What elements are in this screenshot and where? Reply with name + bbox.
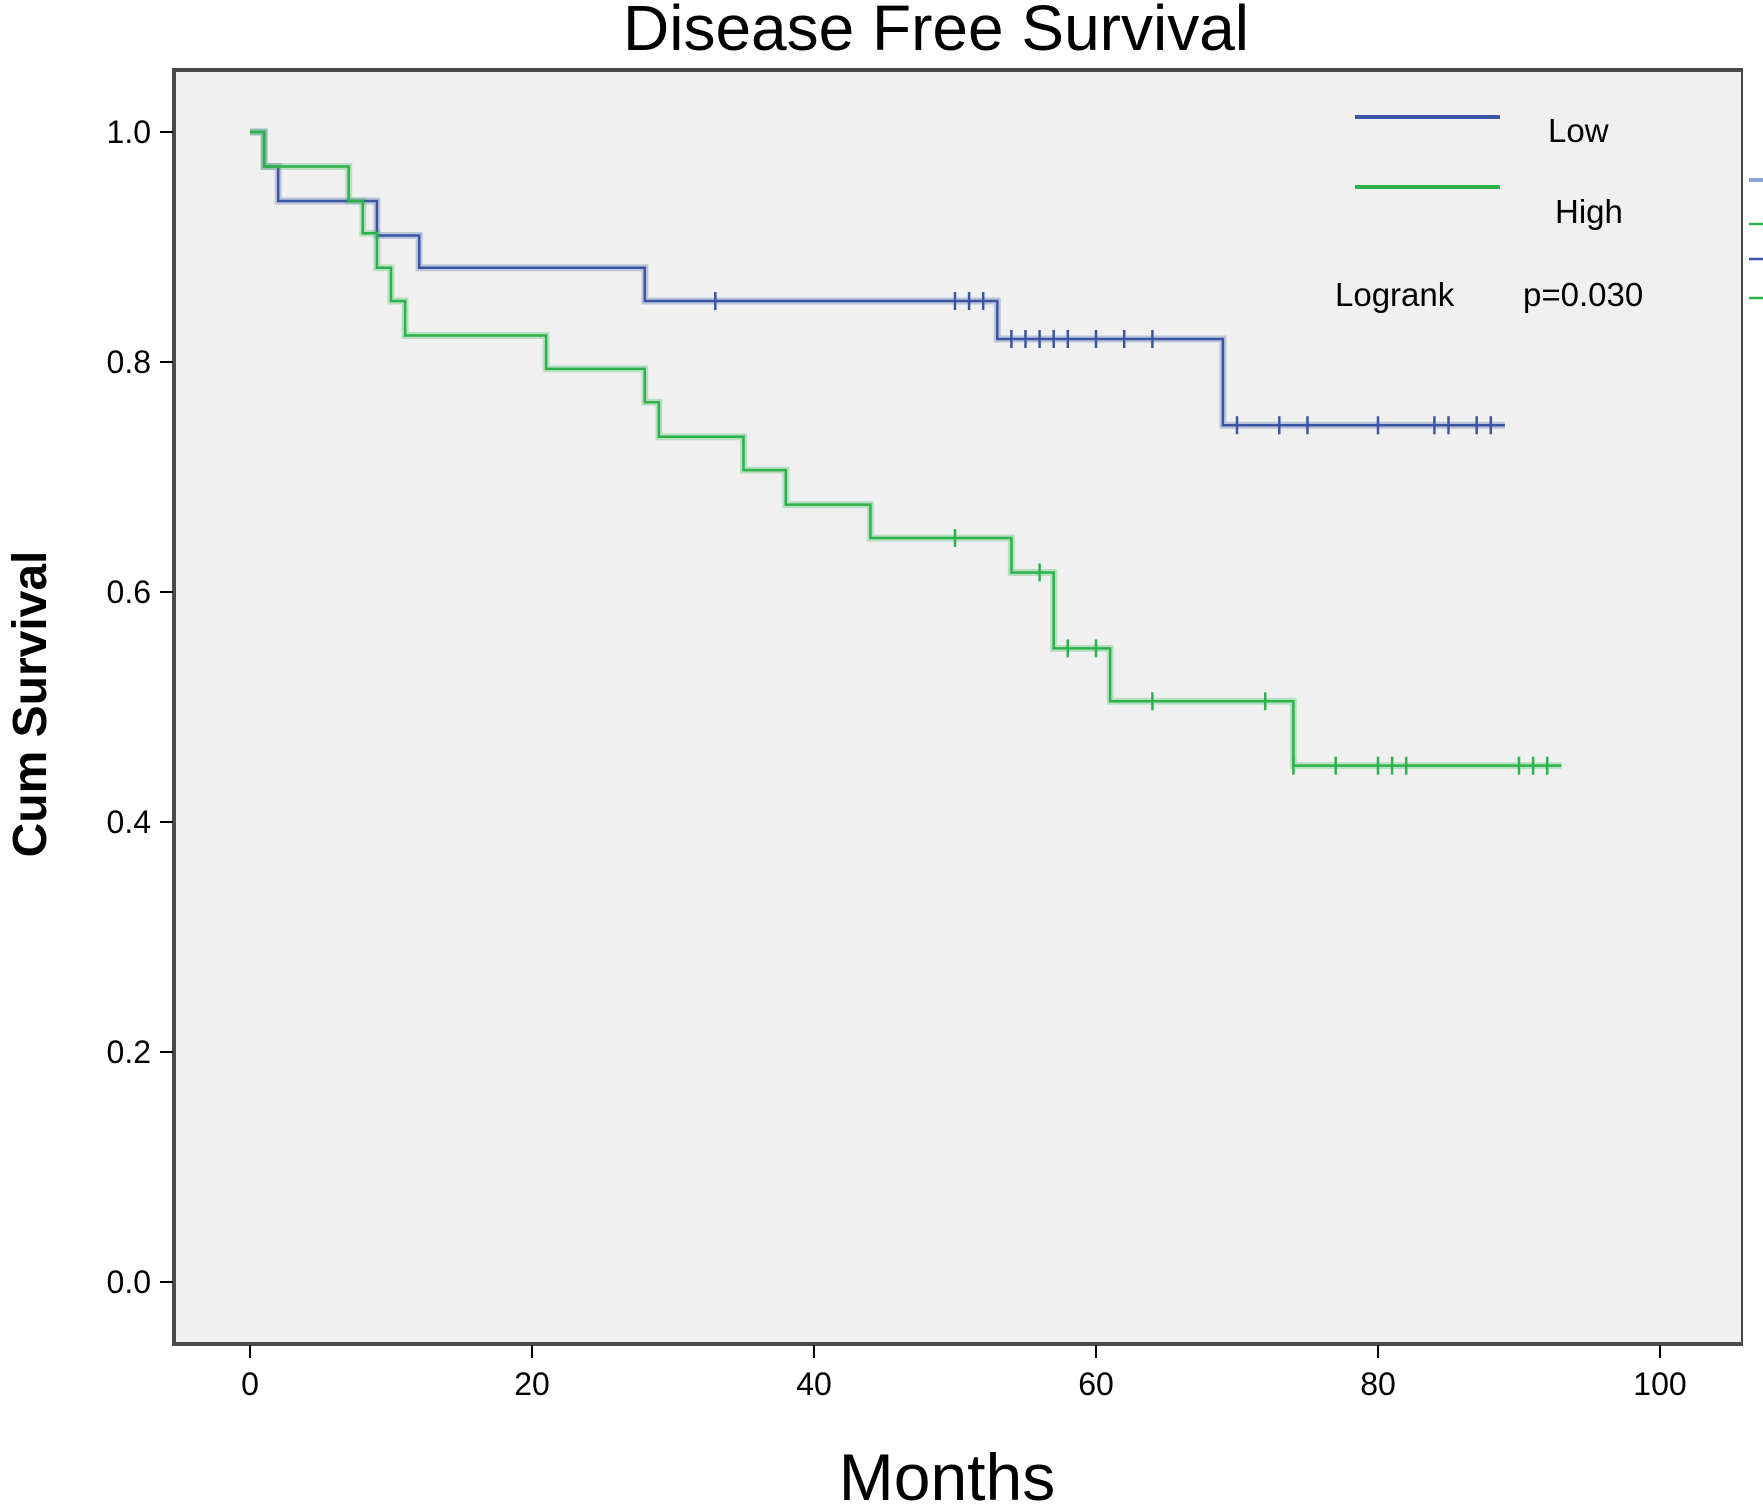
series-high-line — [250, 130, 1562, 767]
plot-area — [176, 72, 1741, 1342]
p-value-label: p=0.030 — [1523, 276, 1643, 313]
series-high — [250, 128, 1562, 775]
legend-edge-marks — [1749, 178, 1763, 300]
series-layer — [250, 128, 1562, 775]
x-axis-ticks: 0 20 40 60 80 100 — [241, 1345, 1687, 1402]
x-tick-label: 40 — [796, 1366, 832, 1402]
y-tick-label: 1.0 — [107, 114, 151, 150]
legend-label-low: Low — [1548, 112, 1609, 149]
x-tick-label: 80 — [1360, 1366, 1396, 1402]
legend-label-high: High — [1555, 193, 1623, 230]
y-axis-label: Cum Survival — [4, 551, 57, 858]
legend: Low High Logrank p=0.030 — [1335, 112, 1643, 313]
y-axis-ticks: 0.0 0.2 0.4 0.6 0.8 1.0 — [107, 114, 173, 1300]
y-tick-label: 0.0 — [107, 1264, 151, 1300]
x-tick-label: 60 — [1078, 1366, 1114, 1402]
chart-title: Disease Free Survival — [623, 0, 1249, 64]
y-tick-label: 0.4 — [107, 804, 151, 840]
x-tick-label: 0 — [241, 1366, 259, 1402]
y-tick-label: 0.6 — [107, 574, 151, 610]
logrank-label: Logrank — [1335, 276, 1455, 313]
x-axis-label: Months — [839, 1440, 1055, 1511]
y-tick-label: 0.8 — [107, 344, 151, 380]
x-tick-label: 100 — [1633, 1366, 1686, 1402]
x-tick-label: 20 — [514, 1366, 550, 1402]
y-tick-label: 0.2 — [107, 1034, 151, 1070]
